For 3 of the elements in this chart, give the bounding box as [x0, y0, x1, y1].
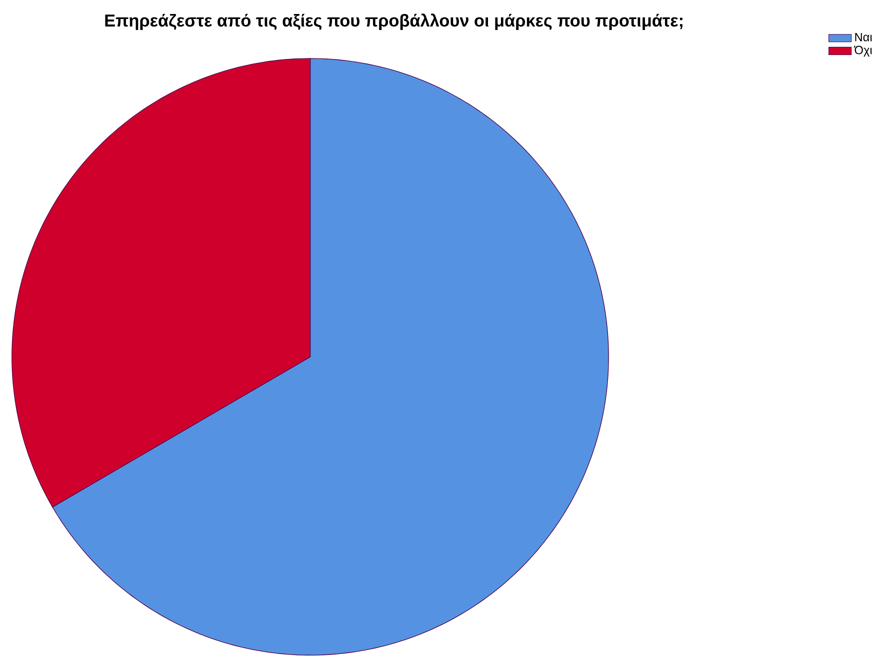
legend-label: Ναι — [855, 32, 872, 42]
legend-label: Όχι — [854, 46, 872, 57]
chart-title: Επηρεάζεστε από τις αξίες που προβάλλουν οι μάρκες που προτιμάτε; — [105, 14, 682, 30]
